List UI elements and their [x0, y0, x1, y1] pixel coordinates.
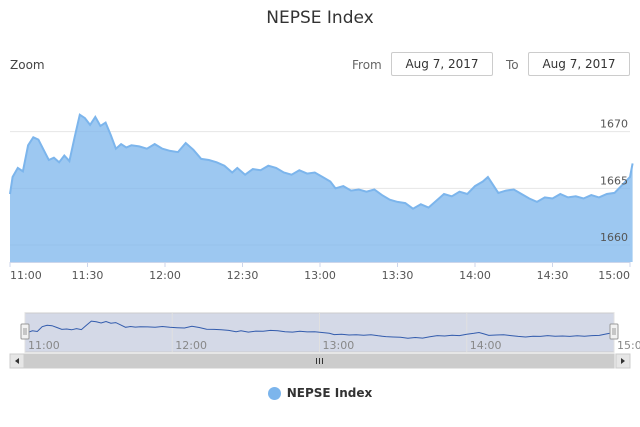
y-tick-label: 1665: [600, 174, 628, 187]
navigator-handle-right[interactable]: [609, 323, 619, 340]
range-from-label: From: [352, 58, 382, 72]
navigator-handle-left[interactable]: [20, 323, 30, 340]
x-tick-label: 14:30: [537, 269, 569, 282]
zoom-label: Zoom: [10, 58, 45, 72]
range-to-label: To: [506, 58, 519, 72]
x-tick-label: 11:00: [10, 269, 42, 282]
y-axis-ticks: 1660 1665 1670: [600, 118, 628, 244]
y-tick-label: 1660: [600, 231, 628, 244]
navigator-series-line: [24, 320, 617, 339]
legend-label: NEPSE Index: [286, 386, 373, 400]
legend: NEPSE Index: [0, 386, 640, 403]
x-tick-label: 11:30: [72, 269, 104, 282]
series-line[interactable]: [9, 113, 634, 210]
navigator-tick-label: 11:00: [28, 339, 60, 352]
x-tick-label: 12:00: [149, 269, 181, 282]
chart-title: NEPSE Index: [266, 8, 374, 28]
x-axis-ticks: 11:00 11:30 12:00 12:30 13:00 13:30 14:00 14:30…: [9, 262, 631, 282]
navigator-tick-label: 13:00: [323, 339, 355, 352]
arrow-right-icon: [621, 358, 625, 364]
series-area: [10, 114, 633, 262]
navigator[interactable]: 11:00 12:00 13:00 14:00 15:00: [9, 312, 640, 369]
x-tick-label: 13:30: [382, 269, 414, 282]
x-tick-label: 12:30: [227, 269, 259, 282]
range-from-input[interactable]: Aug 7, 2017: [391, 52, 493, 76]
x-tick-label: 15:00: [598, 269, 630, 282]
navigator-tick-label: 12:00: [175, 339, 207, 352]
navigator-tick-label: 15:00: [617, 339, 640, 352]
legend-circle-icon: [267, 386, 281, 400]
arrow-left-icon: [15, 358, 19, 364]
y-tick-label: 1670: [600, 118, 628, 131]
legend-item-nepse[interactable]: NEPSE Index: [267, 386, 373, 400]
range-to-input[interactable]: Aug 7, 2017: [528, 52, 630, 76]
x-tick-label: 14:00: [459, 269, 491, 282]
navigator-tick-label: 14:00: [470, 339, 502, 352]
x-tick-label: 13:00: [304, 269, 336, 282]
